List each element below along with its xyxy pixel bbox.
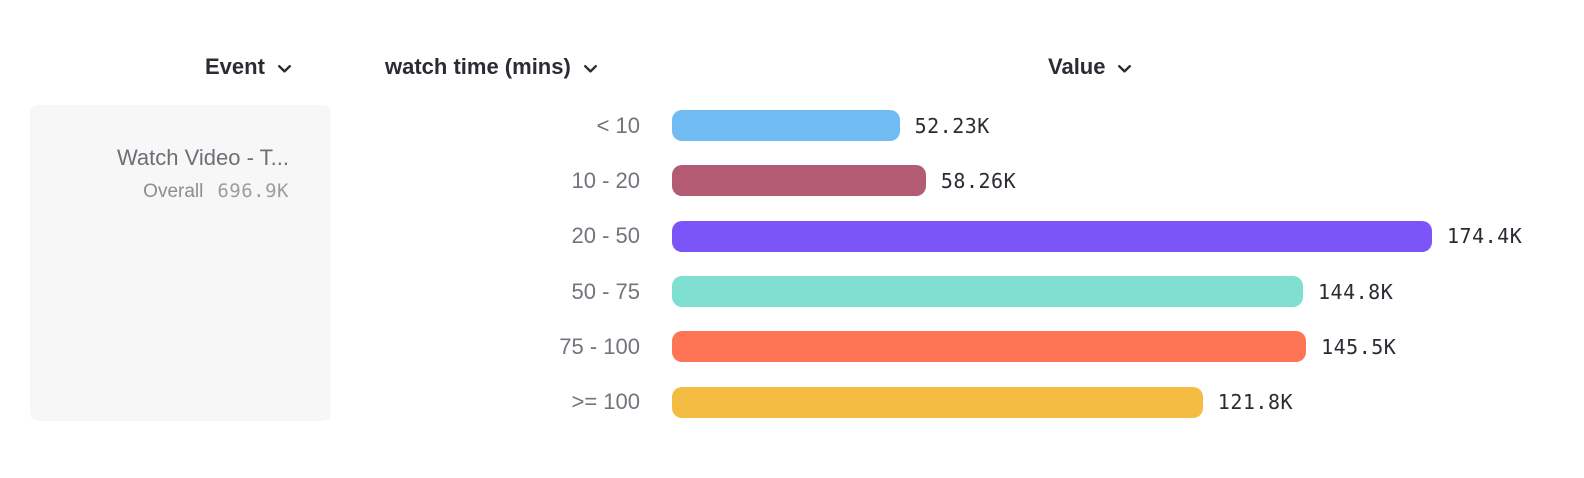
bucket-label: 20 - 50 <box>571 223 641 249</box>
chevron-down-icon <box>1118 64 1132 73</box>
bar-segment[interactable] <box>672 386 1203 418</box>
bucket-label: 10 - 20 <box>571 167 641 193</box>
bucket-label: 75 - 100 <box>559 333 640 359</box>
chevron-down-icon <box>583 64 597 73</box>
bar-value-label: 144.8K <box>1318 279 1394 304</box>
bar-row: 75 - 100 145.5K <box>0 319 1584 374</box>
bar-row: 50 - 75 144.8K <box>0 264 1584 319</box>
bucket-label: < 10 <box>596 112 640 138</box>
bar-value-label: 174.4K <box>1447 224 1523 249</box>
bar-segment[interactable] <box>672 165 926 197</box>
column-header-breakdown-label: watch time (mins) <box>385 54 571 79</box>
bar-segment[interactable] <box>672 110 900 142</box>
bar-value-label: 52.23K <box>914 113 990 138</box>
column-header-value[interactable]: Value <box>1048 54 1132 80</box>
overall-value: 696.9K <box>217 180 289 202</box>
bar-value-label: 145.5K <box>1321 334 1397 359</box>
bar-segment[interactable] <box>672 220 1432 252</box>
column-header-event-label: Event <box>205 54 265 79</box>
event-panel-card[interactable]: Watch Video - T... Overall 696.9K <box>30 105 331 421</box>
column-header-event[interactable]: Event <box>205 54 292 80</box>
bar-row: 20 - 50 174.4K <box>0 209 1584 264</box>
overall-label: Overall <box>143 181 204 202</box>
chevron-down-icon <box>277 64 291 73</box>
bar-segment[interactable] <box>672 276 1303 308</box>
bar-value-label: 58.26K <box>940 168 1017 193</box>
bucket-label: >= 100 <box>571 389 640 415</box>
bucket-label: 50 - 75 <box>571 278 641 304</box>
event-overall-row: Overall 696.9K <box>50 180 289 203</box>
event-name: Watch Video - T... <box>116 145 289 170</box>
bar-chart-rows: < 10 52.23K 10 - 20 58.26K 20 - 50 174.4K 50 -… <box>0 98 1584 430</box>
bar-row: 10 - 20 58.26K <box>0 153 1584 208</box>
bar-row: < 10 52.23K <box>0 98 1584 153</box>
column-header-breakdown[interactable]: watch time (mins) <box>385 54 598 80</box>
bar-segment[interactable] <box>672 331 1307 363</box>
bar-value-label: 121.8K <box>1217 390 1294 415</box>
column-header-value-label: Value <box>1048 54 1106 79</box>
bar-row: >= 100 121.8K <box>0 374 1584 429</box>
